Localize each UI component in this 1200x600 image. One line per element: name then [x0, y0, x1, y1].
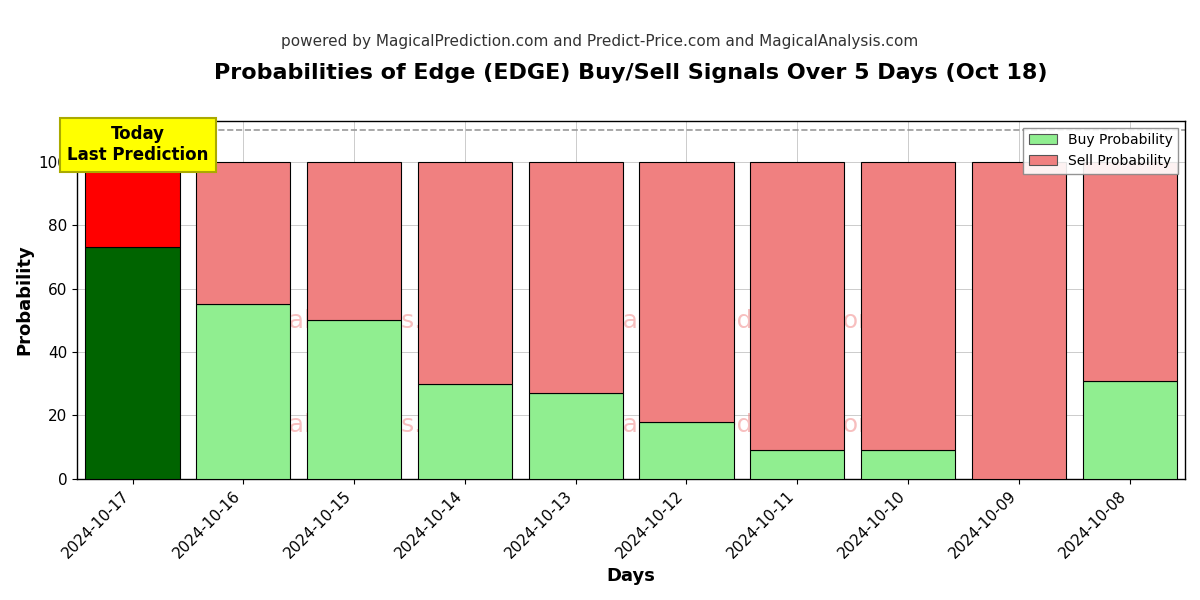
Bar [750, 450, 845, 479]
Bar [640, 422, 733, 479]
Text: MagicalPrediction.com: MagicalPrediction.com [601, 309, 883, 333]
Bar [307, 162, 401, 320]
Bar [85, 162, 180, 247]
Text: powered by MagicalPrediction.com and Predict-Price.com and MagicalAnalysis.com: powered by MagicalPrediction.com and Pre… [281, 34, 919, 49]
Bar [307, 320, 401, 479]
Bar [972, 162, 1066, 479]
Bar [197, 162, 290, 304]
Bar [418, 384, 512, 479]
Text: calAnalysis.com: calAnalysis.com [276, 413, 476, 437]
Bar [529, 162, 623, 393]
Legend: Buy Probability, Sell Probability: Buy Probability, Sell Probability [1024, 128, 1178, 173]
Text: MagicalPrediction.com: MagicalPrediction.com [601, 413, 883, 437]
Bar [860, 450, 955, 479]
Bar [197, 304, 290, 479]
Y-axis label: Probability: Probability [14, 244, 32, 355]
Bar [750, 162, 845, 450]
X-axis label: Days: Days [607, 567, 655, 585]
Bar [640, 162, 733, 422]
Bar [529, 393, 623, 479]
Text: Today
Last Prediction: Today Last Prediction [67, 125, 209, 164]
Title: Probabilities of Edge (EDGE) Buy/Sell Signals Over 5 Days (Oct 18): Probabilities of Edge (EDGE) Buy/Sell Si… [215, 63, 1048, 83]
Bar [1082, 162, 1177, 380]
Bar [860, 162, 955, 450]
Bar [85, 247, 180, 479]
Bar [1082, 380, 1177, 479]
Text: calAnalysis.com: calAnalysis.com [276, 309, 476, 333]
Bar [418, 162, 512, 384]
